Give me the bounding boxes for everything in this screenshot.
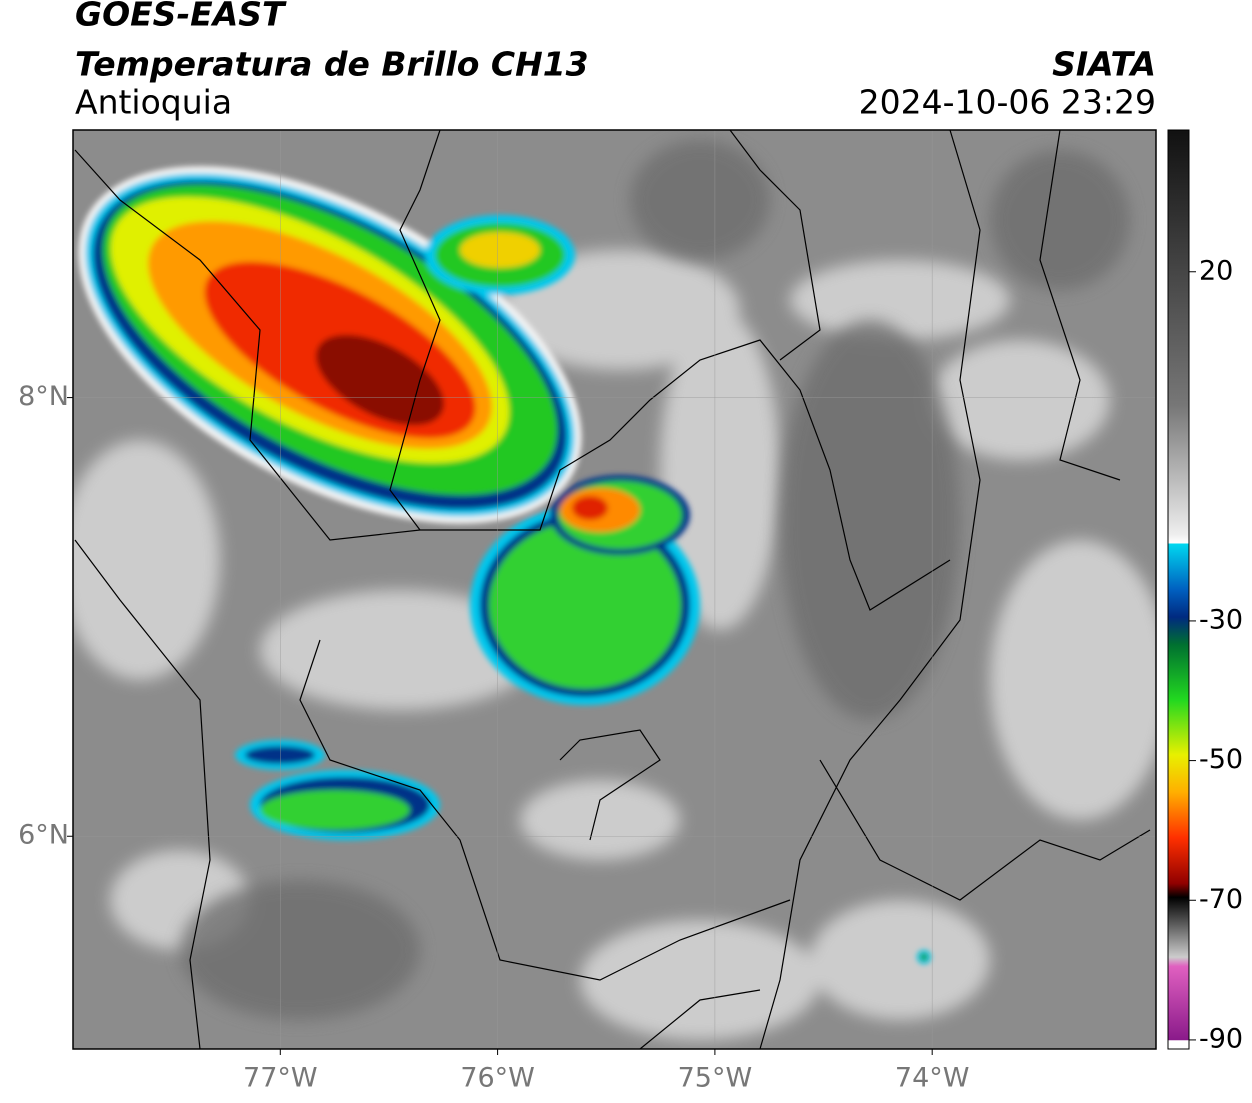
subtitle: Temperatura de Brillo CH13 (75, 45, 589, 84)
colorbar-tick-label: -70 (1199, 884, 1243, 915)
source: SIATA (1052, 45, 1156, 84)
grid (73, 130, 1156, 1049)
x-tick-label: 76°W (460, 1063, 535, 1094)
map-frame (72, 129, 1157, 1050)
colorbar-tick-label: 20 (1199, 255, 1233, 286)
datetime: 2024-10-06 23:29 (859, 83, 1156, 122)
x-tick-label: 77°W (243, 1063, 318, 1094)
colorbar-tick-label: -50 (1199, 744, 1243, 775)
colorbar (1167, 129, 1190, 1050)
colorbar-tick-label: -90 (1199, 1023, 1243, 1054)
colorbar-tick-label: -30 (1199, 604, 1243, 635)
title: GOES-EAST (75, 0, 287, 34)
region: Antioquia (75, 83, 232, 122)
y-tick-label: 6°N (18, 820, 69, 851)
satellite-image (73, 130, 1156, 1049)
x-tick-label: 74°W (895, 1063, 970, 1094)
borders (74, 130, 1151, 1049)
x-tick-label: 75°W (678, 1063, 753, 1094)
y-tick-label: 8°N (18, 381, 69, 412)
